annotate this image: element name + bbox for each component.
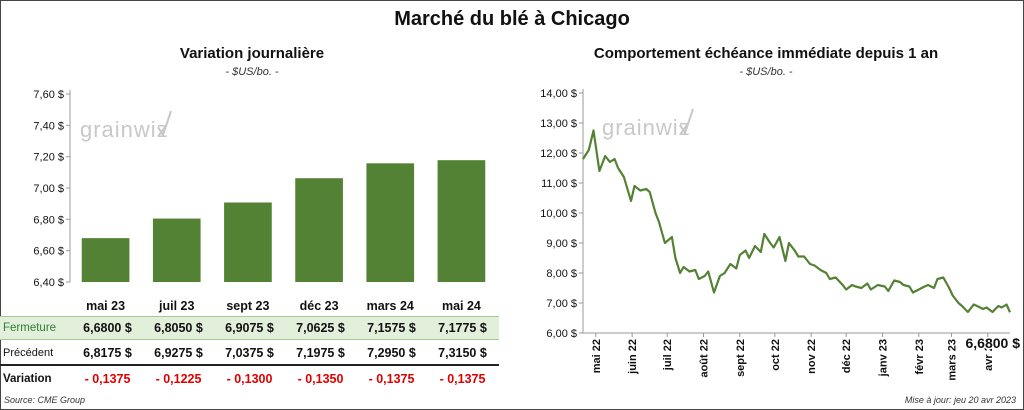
row-label-fermeture: Fermeture (3, 322, 57, 334)
cell-variation: - 0,1225 (155, 372, 202, 386)
cell-precedent: 7,1975 $ (296, 346, 345, 360)
cell-precedent: 7,0375 $ (225, 346, 274, 360)
bar-y-tick-label: 7,00 $ (33, 183, 64, 195)
watermark-logo: grainwiz (80, 117, 169, 142)
line-y-tick-label: 13,00 $ (540, 118, 577, 130)
bar (295, 178, 343, 282)
cell-variation: - 0,1375 (439, 372, 486, 386)
price-series-line (582, 129, 1012, 314)
bar-y-tick-label: 7,20 $ (33, 152, 64, 164)
watermark-check-icon (679, 108, 694, 136)
bar (437, 160, 486, 282)
cell-fermeture: 7,1575 $ (367, 321, 416, 335)
bar (366, 163, 415, 282)
row-variation: Variation - 0,1375 - 0,1225 - 0,1300 - 0… (0, 368, 499, 390)
line-x-tick-label: août 22 (698, 339, 710, 378)
watermark-logo: grainwiz (602, 115, 691, 140)
updated-note: Mise à jour: jeu 20 avr 2023 (904, 395, 1016, 405)
row-fermeture: Fermeture 6,6800 $ 6,8050 $ 6,9075 $ 7,0… (0, 316, 499, 340)
line-y-tick-label: 10,00 $ (540, 208, 577, 220)
line-x-tick-label: sept 22 (735, 339, 747, 377)
row-label-variation: Variation (3, 373, 52, 385)
bar-y-tick-label: 7,40 $ (33, 120, 64, 132)
cell-fermeture: 6,8050 $ (154, 321, 203, 335)
line-x-tick-label: déc 22 (841, 339, 853, 373)
main-title: Marché du blé à Chicago (394, 8, 630, 30)
cell-precedent: 7,2950 $ (367, 346, 416, 360)
source-note: Source: CME Group (4, 395, 86, 405)
line-x-tick-label: mai 22 (591, 339, 603, 373)
cell-precedent: 7,3150 $ (438, 346, 487, 360)
bar-x-tick-label: sept 23 (226, 299, 269, 313)
left-chart-title: Variation journalière (179, 45, 325, 62)
watermark-check-icon (157, 110, 172, 138)
bar-y-tick-label: 6,40 $ (33, 277, 64, 289)
cell-fermeture: 7,1775 $ (438, 321, 487, 335)
line-y-tick-label: 14,00 $ (540, 88, 577, 100)
bar-x-tick-label: mars 24 (367, 299, 414, 313)
bar-x-tick-label: mai 23 (86, 299, 125, 313)
bar-y-tick-label: 6,60 $ (33, 246, 64, 258)
line-x-tick-label: juil 22 (662, 339, 674, 371)
line-x-tick-label: févr 23 (914, 339, 926, 374)
cell-variation: - 0,1350 (297, 372, 344, 386)
bar-x-tick-label: déc 23 (300, 299, 339, 313)
right-chart-title: Comportement échéance immédiate depuis 1… (593, 45, 939, 62)
line-x-tick-label: oct 22 (770, 339, 782, 371)
line-y-tick-label: 7,00 $ (546, 298, 577, 310)
right-chart-unit: - $US/bo. - (739, 66, 793, 78)
left-chart-unit: - $US/bo. - (225, 66, 279, 78)
line-y-tick-label: 6,00 $ (546, 328, 577, 340)
line-y-tick-label: 8,00 $ (546, 268, 577, 280)
row-label-precedent: Précédent (3, 347, 54, 359)
line-y-tick-label: 11,00 $ (541, 178, 577, 190)
cell-fermeture: 6,6800 $ (83, 321, 132, 335)
cell-precedent: 6,8175 $ (83, 346, 132, 360)
bar-y-tick-label: 7,60 $ (33, 89, 64, 101)
cell-variation: - 0,1300 (226, 372, 273, 386)
cell-fermeture: 7,0625 $ (296, 321, 345, 335)
bar (224, 202, 272, 282)
last-value-label: 6,6800 $ (966, 335, 1021, 351)
line-x-tick-label: nov 22 (806, 339, 818, 374)
cell-variation: - 0,1375 (84, 372, 131, 386)
line-x-tick-label: juin 22 (627, 339, 639, 375)
line-x-tick-label: mars 23 (947, 339, 959, 381)
row-precedent: Précédent 6,8175 $ 6,9275 $ 7,0375 $ 7,1… (0, 342, 499, 366)
line-x-tick-label: janv 23 (877, 339, 889, 377)
bar (81, 238, 130, 282)
line-x-tick-label: avr 23 (983, 339, 995, 371)
bar-x-tick-label: mai 24 (442, 299, 481, 313)
bar (152, 218, 201, 282)
cell-fermeture: 6,9075 $ (225, 321, 274, 335)
cell-variation: - 0,1375 (368, 372, 415, 386)
line-y-tick-label: 9,00 $ (546, 238, 577, 250)
bar-y-tick-label: 6,80 $ (33, 214, 64, 226)
cell-precedent: 6,9275 $ (154, 346, 203, 360)
line-y-tick-label: 12,00 $ (540, 148, 577, 160)
bar-x-tick-label: juil 23 (158, 299, 194, 313)
